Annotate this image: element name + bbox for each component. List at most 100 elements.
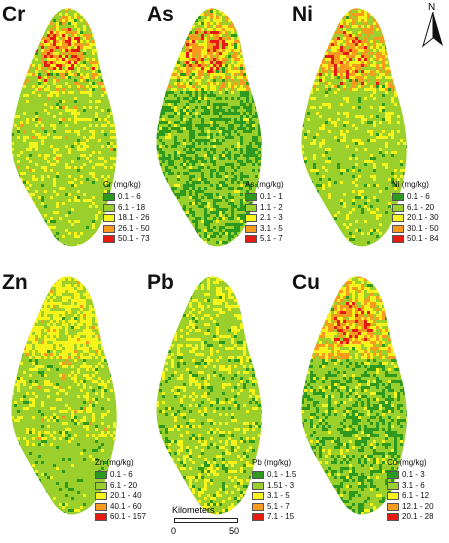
legend-swatch bbox=[392, 235, 404, 244]
legend-label: 3.1 - 6 bbox=[402, 480, 425, 490]
legend-item: 1.1 - 2 bbox=[245, 203, 284, 214]
legend-label: 40.1 - 60 bbox=[110, 501, 142, 511]
north-arrow: N bbox=[421, 2, 445, 50]
legend-swatch bbox=[95, 471, 107, 480]
scale-bar-line bbox=[174, 518, 238, 523]
legend-item: 6.1 - 18 bbox=[103, 203, 150, 214]
legend-label: 50.1 - 73 bbox=[118, 234, 150, 244]
legend-swatch bbox=[103, 193, 115, 202]
legend-label: 60.1 - 157 bbox=[110, 512, 147, 522]
qatar-map-cu bbox=[301, 276, 407, 515]
legend-swatch bbox=[392, 203, 404, 212]
legend-swatch bbox=[252, 513, 264, 522]
qatar-map-ni bbox=[301, 8, 407, 247]
legend-label: 0.1 - 3 bbox=[402, 470, 425, 480]
qatar-map-cr bbox=[11, 8, 117, 247]
legend-label: 5.1 - 7 bbox=[267, 501, 290, 511]
qatar-map-as bbox=[156, 8, 262, 247]
legend-title: Cr (mg/kg) bbox=[103, 180, 141, 189]
map-panel-as: As As (mg/kg) 0.1 - 1 1.1 - 2 2.1 - 3 3.1 - … bbox=[145, 0, 294, 271]
legend-swatch bbox=[392, 214, 404, 223]
legend-label: 30.1 - 50 bbox=[407, 223, 439, 233]
legend-item: 26.1 - 50 bbox=[103, 224, 150, 235]
legend-item: 1.51 - 3 bbox=[252, 481, 296, 492]
legend-item: 2.1 - 3 bbox=[245, 213, 284, 224]
legend-swatch bbox=[245, 235, 257, 244]
legend-item: 6.1 - 12 bbox=[387, 491, 434, 502]
legend-label: 18.1 - 26 bbox=[118, 213, 150, 223]
legend-label: 26.1 - 50 bbox=[118, 223, 150, 233]
legend-item: 20.1 - 28 bbox=[387, 512, 434, 523]
map-panel-zn: Zn Zn (mg/kg) 0.1 - 6 6.1 - 20 20.1 - 40 40.… bbox=[0, 268, 149, 539]
legend-label: 3.1 - 5 bbox=[260, 223, 283, 233]
legend-item: 40.1 - 60 bbox=[95, 502, 146, 513]
legend-swatch bbox=[252, 471, 264, 480]
legend-label: 1.1 - 2 bbox=[260, 202, 283, 212]
north-label: N bbox=[428, 2, 436, 13]
legend-title: Zn (mg/kg) bbox=[95, 458, 134, 467]
legend-swatch bbox=[95, 492, 107, 501]
legend-swatch bbox=[245, 203, 257, 212]
legend-swatch bbox=[245, 214, 257, 223]
legend-swatch bbox=[95, 481, 107, 490]
legend-swatch bbox=[103, 235, 115, 244]
legend-swatch bbox=[103, 214, 115, 223]
legend-label: 0.1 - 6 bbox=[118, 192, 141, 202]
legend-swatch bbox=[387, 481, 399, 490]
legend-swatch bbox=[95, 513, 107, 522]
legend-item: 0.1 - 6 bbox=[95, 470, 146, 481]
legend-label: 20.1 - 28 bbox=[402, 512, 434, 522]
legend-swatch bbox=[392, 224, 404, 233]
legend-label: 2.1 - 3 bbox=[260, 213, 283, 223]
legend-item: 0.1 - 3 bbox=[387, 470, 434, 481]
qatar-map-zn bbox=[11, 276, 117, 515]
legend-label: 6.1 - 20 bbox=[110, 480, 138, 490]
map-raster bbox=[156, 276, 262, 515]
legend-label: 50.1 - 84 bbox=[407, 234, 439, 244]
legend-item: 12.1 - 20 bbox=[387, 502, 434, 513]
qatar-map-pb bbox=[156, 276, 262, 515]
legend-ni: Ni (mg/kg) 0.1 - 6 6.1 - 20 20.1 - 30 30.1 -… bbox=[392, 180, 439, 245]
legend-swatch bbox=[95, 502, 107, 511]
scale-label-start: 0 bbox=[171, 526, 177, 536]
legend-as: As (mg/kg) 0.1 - 1 1.1 - 2 2.1 - 3 3.1 - 5 5.… bbox=[245, 180, 284, 245]
legend-swatch bbox=[103, 203, 115, 212]
legend-zn: Zn (mg/kg) 0.1 - 6 6.1 - 20 20.1 - 40 40.1 -… bbox=[95, 458, 146, 523]
legend-item: 0.1 - 6 bbox=[103, 192, 150, 203]
legend-title: Ni (mg/kg) bbox=[392, 180, 429, 189]
panel-title-as: As bbox=[147, 3, 174, 26]
legend-item: 30.1 - 50 bbox=[392, 224, 439, 235]
legend-swatch bbox=[392, 193, 404, 202]
legend-swatch bbox=[245, 193, 257, 202]
legend-label: 6.1 - 20 bbox=[407, 202, 435, 212]
legend-item: 6.1 - 20 bbox=[95, 481, 146, 492]
legend-label: 12.1 - 20 bbox=[402, 501, 434, 511]
legend-item: 6.1 - 20 bbox=[392, 203, 439, 214]
legend-swatch bbox=[387, 471, 399, 480]
legend-item: 50.1 - 73 bbox=[103, 234, 150, 245]
legend-title: Pb (mg/kg) bbox=[252, 458, 292, 467]
legend-title: Cu (mg/kg) bbox=[387, 458, 427, 467]
legend-label: 3.1 - 5 bbox=[267, 491, 290, 501]
legend-label: 0.1 - 6 bbox=[110, 470, 133, 480]
legend-item: 18.1 - 26 bbox=[103, 213, 150, 224]
map-panel-cu: Cu Cu (mg/kg) 0.1 - 3 3.1 - 6 6.1 - 12 12.1 … bbox=[290, 268, 439, 539]
legend-item: 20.1 - 40 bbox=[95, 491, 146, 502]
legend-label: 6.1 - 18 bbox=[118, 202, 146, 212]
legend-swatch bbox=[387, 502, 399, 511]
legend-item: 20.1 - 30 bbox=[392, 213, 439, 224]
legend-item: 7.1 - 15 bbox=[252, 512, 296, 523]
legend-label: 0.1 - 1 bbox=[260, 192, 283, 202]
legend-swatch bbox=[103, 224, 115, 233]
map-panel-ni: Ni Ni (mg/kg) 0.1 - 6 6.1 - 20 20.1 - 30 30.… bbox=[290, 0, 439, 271]
legend-title: As (mg/kg) bbox=[245, 180, 284, 189]
legend-swatch bbox=[252, 502, 264, 511]
legend-item: 5.1 - 7 bbox=[252, 502, 296, 513]
legend-label: 1.51 - 3 bbox=[267, 480, 295, 490]
scale-label-end: 50 bbox=[229, 526, 240, 536]
legend-item: 3.1 - 5 bbox=[252, 491, 296, 502]
legend-item: 3.1 - 6 bbox=[387, 481, 434, 492]
legend-label: 0.1 - 1.5 bbox=[267, 470, 297, 480]
legend-label: 20.1 - 40 bbox=[110, 491, 142, 501]
legend-swatch bbox=[252, 492, 264, 501]
